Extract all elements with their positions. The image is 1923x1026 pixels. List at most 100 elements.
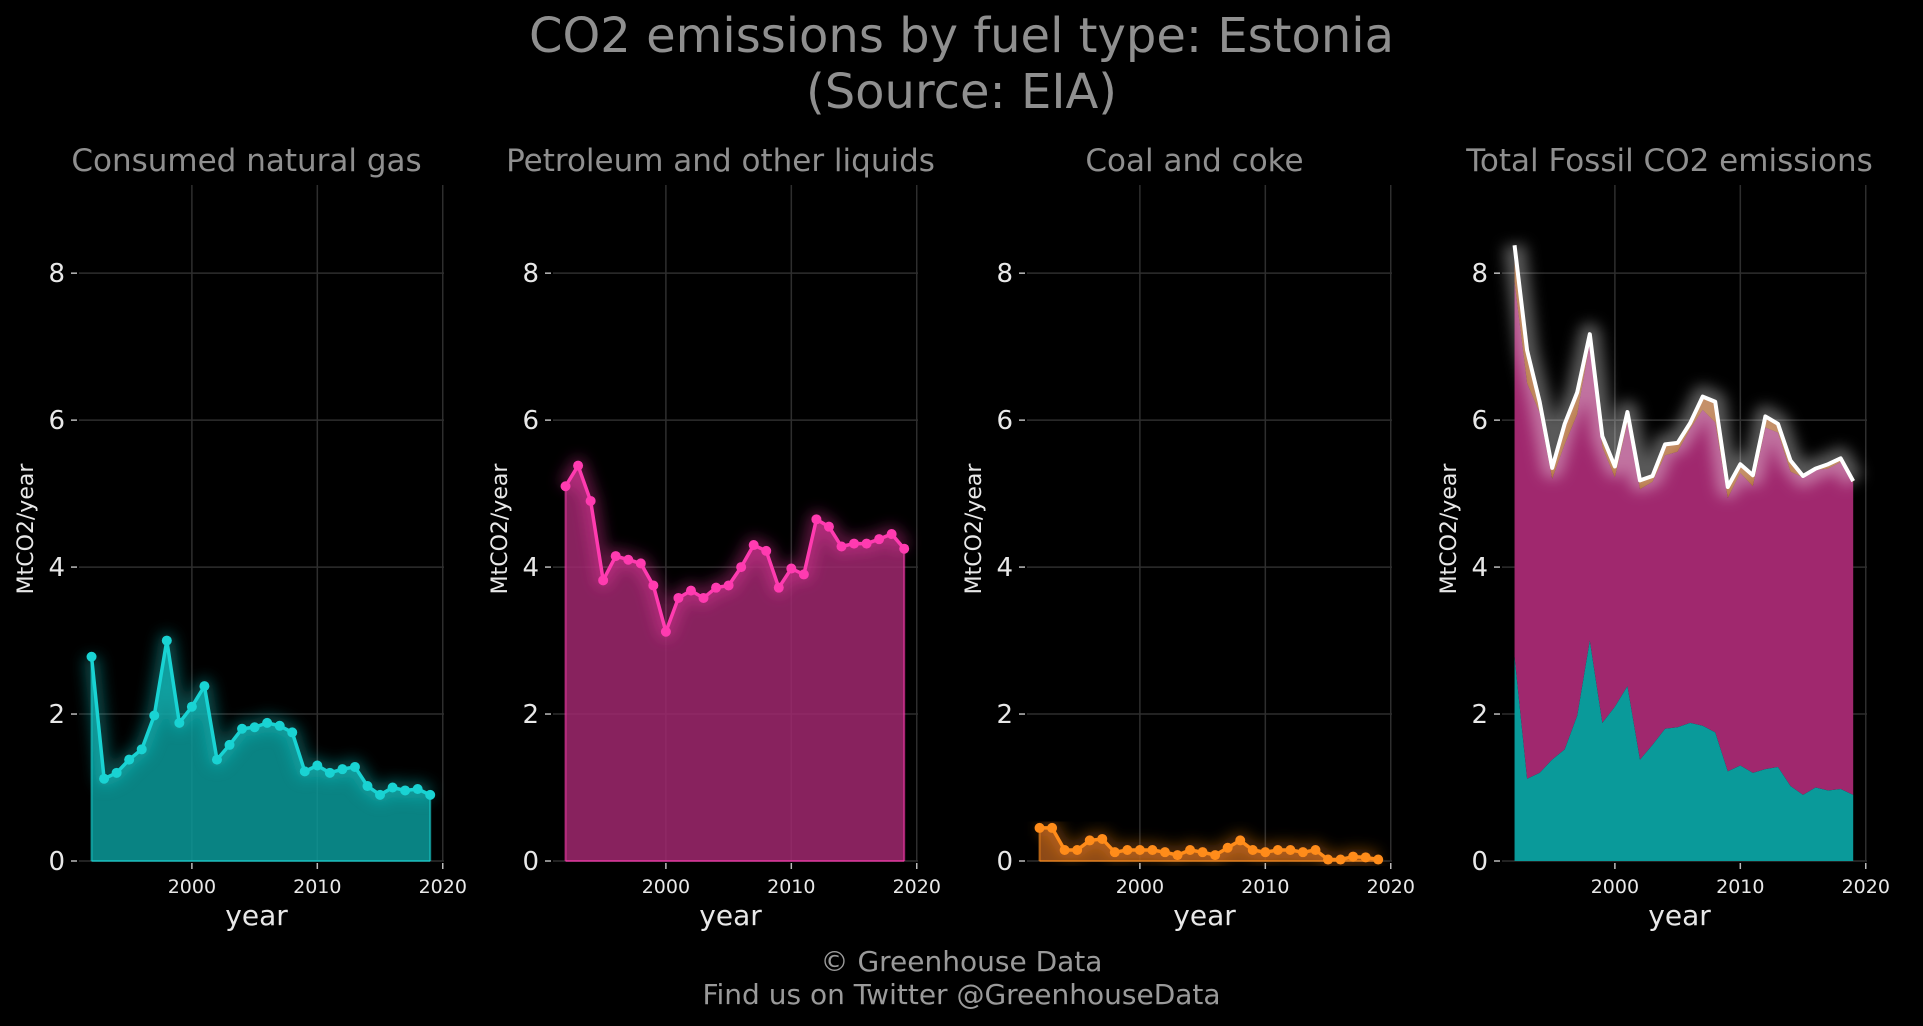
x-axis-label: year [699, 899, 762, 932]
data-point [1260, 847, 1271, 858]
data-point [262, 717, 273, 728]
data-point [124, 754, 135, 765]
y-tick-label: 2 [522, 700, 539, 730]
data-point [598, 575, 609, 586]
data-point [186, 701, 197, 712]
y-tick-label: 0 [522, 847, 539, 877]
data-point [1109, 847, 1120, 858]
data-point [711, 582, 722, 593]
data-point [349, 761, 360, 772]
data-point [1059, 844, 1070, 855]
x-tick-label: 2000 [168, 876, 216, 898]
data-point [811, 514, 822, 525]
y-tick-label: 0 [48, 847, 65, 877]
data-point [861, 538, 872, 549]
data-point [761, 545, 772, 556]
stack-area-petroleum [1514, 281, 1854, 795]
chart-subtitle: (Source: EIA) [805, 64, 1118, 120]
data-point [786, 563, 797, 574]
data-point [610, 551, 621, 562]
y-tick-label: 8 [1471, 259, 1488, 289]
data-point [685, 585, 696, 596]
y-axis-label: MtCO2/year [488, 463, 513, 595]
data-point [1147, 844, 1158, 855]
data-point [585, 495, 596, 506]
x-axis-label: year [225, 899, 288, 932]
footer-credit: © Greenhouse Data [820, 945, 1103, 978]
series-area [565, 465, 905, 861]
data-point [324, 767, 335, 778]
data-point [1297, 847, 1308, 858]
x-tick-label: 2010 [293, 876, 341, 898]
x-tick-label: 2020 [1842, 876, 1890, 898]
y-tick-label: 6 [522, 406, 539, 436]
data-point [635, 558, 646, 569]
data-point [1247, 844, 1258, 855]
data-point [1360, 852, 1371, 863]
y-tick-label: 6 [1471, 406, 1488, 436]
data-point [748, 540, 759, 551]
data-point [1097, 833, 1108, 844]
data-point [1084, 835, 1095, 846]
panel-title: Total Fossil CO2 emissions [1465, 143, 1873, 179]
data-point [1197, 847, 1208, 858]
data-point [1335, 854, 1346, 865]
y-tick-label: 8 [996, 259, 1013, 289]
data-point [312, 760, 323, 771]
data-point [299, 766, 310, 777]
data-point [560, 481, 571, 492]
y-axis-label: MtCO2/year [14, 463, 39, 595]
stack-area-gas [1514, 640, 1854, 861]
data-point [387, 782, 398, 793]
x-tick-label: 2000 [642, 876, 690, 898]
data-point [1034, 822, 1045, 833]
y-tick-label: 0 [1471, 847, 1488, 877]
y-tick-label: 6 [48, 406, 65, 436]
y-axis-label: MtCO2/year [962, 463, 987, 595]
data-point [1272, 844, 1283, 855]
data-point [849, 538, 860, 549]
data-point [1072, 844, 1083, 855]
data-point [362, 781, 373, 792]
data-point [660, 626, 671, 637]
data-point [1159, 847, 1170, 858]
data-point [1210, 850, 1221, 861]
chart-title: CO2 emissions by fuel type: Estonia [528, 8, 1395, 64]
panel-total: 0 2 4 6 8 2000 2010 2020 year MtCO2/year Total Fos… [1437, 143, 1890, 932]
x-axis-label: year [1648, 899, 1711, 932]
data-point [161, 635, 172, 646]
data-point [249, 722, 260, 733]
data-point [1122, 844, 1133, 855]
data-point [274, 720, 285, 731]
y-tick-label: 2 [996, 700, 1013, 730]
data-point [1310, 844, 1321, 855]
panel-gas: 0 2 4 6 8 2000 2010 2020 year MtCO2/year Consumed … [14, 143, 467, 932]
total-line [1512, 245, 1855, 489]
data-point [237, 723, 248, 734]
data-point [337, 764, 348, 775]
data-point [111, 767, 122, 778]
data-point [836, 541, 847, 552]
data-point [1373, 854, 1384, 865]
x-tick-label: 2000 [1591, 876, 1639, 898]
data-point [899, 543, 910, 554]
data-point [1172, 850, 1183, 861]
y-tick-label: 6 [996, 406, 1013, 436]
y-axis-label: MtCO2/year [1437, 463, 1462, 595]
panel-title: Consumed natural gas [71, 143, 421, 179]
data-point [1235, 835, 1246, 846]
panel-coal: 0 2 4 6 8 2000 2010 2020 year MtCO2/year Coal and … [962, 143, 1415, 932]
data-point [648, 580, 659, 591]
data-point [798, 569, 809, 580]
x-tick-label: 2000 [1116, 876, 1164, 898]
data-point [1323, 854, 1334, 865]
data-point [823, 521, 834, 532]
y-tick-label: 8 [522, 259, 539, 289]
data-point [673, 592, 684, 603]
data-point [573, 460, 584, 471]
data-point [287, 727, 298, 738]
y-tick-label: 4 [996, 553, 1013, 583]
x-axis-label: year [1173, 899, 1236, 932]
data-point [224, 739, 235, 750]
total-line-glow [1503, 243, 1863, 498]
